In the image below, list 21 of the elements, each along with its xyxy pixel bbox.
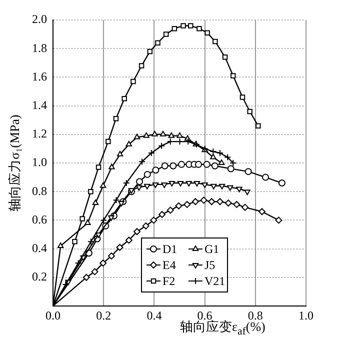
- x-tick-label: 0.0: [46, 308, 60, 322]
- y-tick-label: 1.4: [32, 98, 47, 112]
- x-tick-label: 0.4: [146, 308, 162, 322]
- legend-label: D1: [162, 242, 178, 256]
- y-tick-label: 1.0: [32, 155, 47, 170]
- legend-label: J5: [204, 258, 216, 272]
- legend-label: G1: [204, 242, 220, 256]
- legend-label: F2: [162, 274, 176, 288]
- legend-label: V21: [204, 274, 226, 288]
- x-tick-label: 0.2: [96, 308, 112, 322]
- y-axis-title: 轴向应力σ₁(MPa): [6, 114, 23, 212]
- y-tick-label: 0.8: [32, 184, 47, 198]
- y-tick-label: 1.2: [32, 126, 47, 141]
- y-tick-label: 0.4: [32, 240, 47, 255]
- y-tick-label: 2.0: [32, 12, 47, 26]
- x-tick-label: 1.0: [298, 308, 314, 322]
- y-tick-label: 1.8: [32, 40, 47, 55]
- y-tick-label: 0.2: [32, 270, 47, 284]
- y-tick-label: 1.6: [32, 69, 47, 84]
- legend-label: E4: [162, 258, 176, 272]
- y-tick-label: 0.6: [32, 212, 47, 226]
